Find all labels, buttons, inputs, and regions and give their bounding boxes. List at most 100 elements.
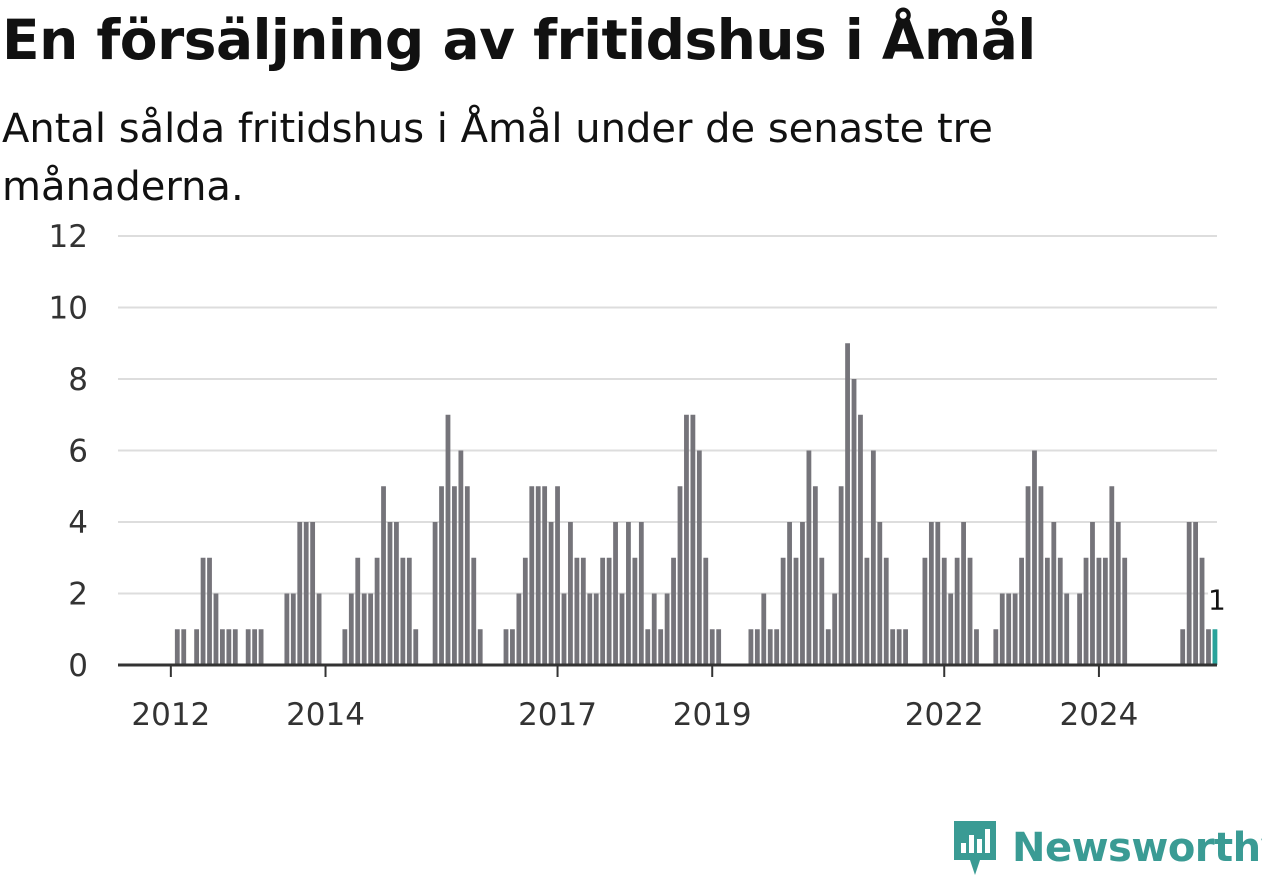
bar (651, 593, 657, 665)
bar (619, 593, 625, 665)
bar (406, 557, 412, 665)
bar (245, 629, 251, 665)
bar (413, 629, 419, 665)
bar (864, 557, 870, 665)
bar (568, 522, 573, 665)
bar (1115, 522, 1121, 665)
bar (587, 593, 593, 665)
bar (1193, 522, 1198, 665)
bar (948, 593, 954, 665)
chart-title: En försäljning av fritidshus i Åmål (2, 8, 1036, 72)
bar (1206, 629, 1211, 665)
bar (220, 629, 225, 665)
bar (510, 629, 515, 665)
bar (297, 522, 303, 665)
bar (1038, 486, 1044, 665)
bar (716, 629, 722, 665)
x-tick-label: 2022 (905, 697, 984, 733)
bar (548, 522, 554, 665)
bar-chart-icon (954, 821, 996, 875)
y-tick-label: 2 (68, 577, 88, 613)
bar (1044, 557, 1050, 665)
bar (368, 593, 374, 665)
bar (252, 629, 258, 665)
x-tick-label: 2017 (518, 697, 597, 733)
bar (1090, 522, 1095, 665)
bar (181, 629, 187, 665)
bar (812, 486, 818, 665)
bar (767, 629, 773, 665)
bar (845, 343, 850, 665)
bar (690, 414, 696, 665)
bar (477, 629, 483, 665)
bar-highlight (1212, 629, 1218, 665)
bar (787, 522, 792, 665)
bar (355, 557, 361, 665)
bar (774, 629, 780, 665)
bar (922, 557, 928, 665)
bar (213, 593, 219, 665)
bar (1051, 522, 1057, 665)
bar (445, 414, 451, 665)
bar (877, 522, 883, 665)
x-tick-label: 2024 (1059, 697, 1138, 733)
bar (806, 450, 812, 665)
bar (374, 557, 380, 665)
bar (754, 629, 760, 665)
bar (1077, 593, 1082, 665)
bar (903, 629, 908, 665)
y-tick-label: 8 (68, 362, 88, 398)
bar (232, 629, 238, 665)
bar (1025, 486, 1031, 665)
bar (645, 629, 651, 665)
bar (858, 414, 863, 665)
bar (432, 522, 438, 665)
bar (819, 557, 825, 665)
bar (303, 522, 309, 665)
bars (174, 343, 1218, 665)
bar (310, 522, 316, 665)
bar (387, 522, 393, 665)
bar (664, 593, 670, 665)
bar (174, 629, 180, 665)
bar (748, 629, 754, 665)
chart-subtitle: Antal sålda fritidshus i Åmål under de s… (2, 106, 993, 210)
bar (941, 557, 947, 665)
bar (361, 593, 367, 665)
bar (883, 557, 889, 665)
x-tick-label: 2014 (286, 697, 365, 733)
bar (1012, 593, 1018, 665)
bar (1064, 593, 1070, 665)
bar (793, 557, 799, 665)
bar (780, 557, 786, 665)
bar (709, 629, 715, 665)
y-tick-label: 4 (68, 505, 88, 541)
bar (928, 522, 934, 665)
bar (638, 522, 644, 665)
axes (118, 663, 1217, 677)
bar (974, 629, 979, 665)
bar (284, 593, 290, 665)
bar (632, 557, 638, 665)
bar (258, 629, 264, 665)
bar (600, 557, 606, 665)
bar (529, 486, 535, 665)
bar (890, 629, 896, 665)
y-tick-label: 12 (49, 219, 88, 255)
bar (471, 557, 477, 665)
bar (381, 486, 386, 665)
bar (394, 522, 399, 665)
highlight-value-label: 1 (1208, 583, 1226, 616)
bar (606, 557, 612, 665)
bar (574, 557, 580, 665)
bar (458, 450, 464, 665)
bar (832, 593, 838, 665)
bar (1032, 450, 1037, 665)
bar (613, 522, 618, 665)
bar (825, 629, 831, 665)
bar (400, 557, 406, 665)
bar (1083, 557, 1089, 665)
bar (1186, 522, 1192, 665)
bar (935, 522, 941, 665)
